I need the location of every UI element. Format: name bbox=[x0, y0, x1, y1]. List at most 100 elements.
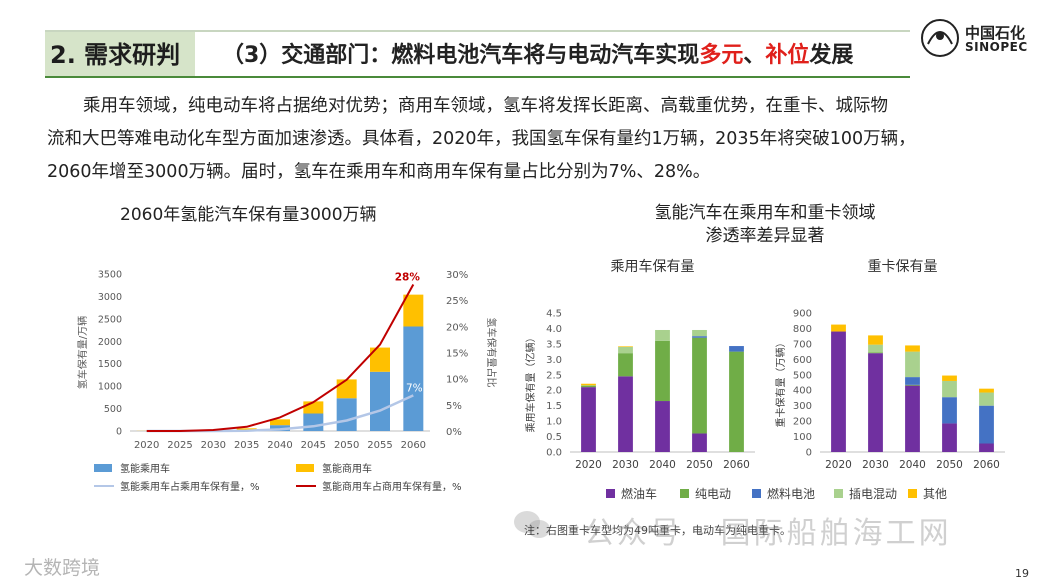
x-tick-label: 2020 bbox=[134, 440, 159, 451]
paragraph-line: 流和大巴等难电动化车型方面加速渗透。具体看，2020年，我国氢车保有量约1万辆，… bbox=[47, 129, 916, 149]
y-tick-label: 300 bbox=[793, 401, 812, 412]
legend-swatch bbox=[94, 464, 112, 472]
x-tick-label: 2040 bbox=[899, 459, 926, 471]
section-label-box bbox=[45, 32, 195, 76]
y-tick-label: 3.5 bbox=[546, 339, 562, 350]
title-part-3: 发展 bbox=[809, 43, 854, 68]
paragraph-line: 乘用车领域，纯电动车将占据绝对优势；商用车领域，氢车将发挥长距离、高载重优势，在… bbox=[83, 96, 888, 116]
x-tick-label: 2060 bbox=[401, 440, 426, 451]
annotation-label: 7% bbox=[406, 382, 423, 394]
bar-segment bbox=[618, 353, 633, 377]
y-tick-label: 3500 bbox=[98, 270, 122, 281]
bar-commercial bbox=[336, 379, 357, 399]
bar-segment bbox=[692, 329, 707, 337]
header-bottom-rule bbox=[45, 76, 910, 78]
x-tick-label: 2020 bbox=[825, 459, 852, 471]
y-tick-label: 800 bbox=[793, 324, 812, 335]
watermark-left-text: 大数跨境 bbox=[24, 557, 101, 579]
x-tick-label: 2060 bbox=[723, 459, 750, 471]
bar-segment bbox=[868, 352, 883, 354]
x-tick-label: 2020 bbox=[575, 459, 602, 471]
bar-segment bbox=[655, 340, 670, 402]
bar-segment bbox=[618, 376, 633, 452]
bar-segment bbox=[942, 375, 957, 381]
title-part-1: （3）交通部门：燃料电池汽车将与电动汽车实现 bbox=[222, 43, 700, 68]
x-tick-label: 2040 bbox=[649, 459, 676, 471]
title-highlight-2: 补位 bbox=[765, 43, 810, 68]
bar-commercial bbox=[270, 419, 290, 426]
legend-swatch bbox=[752, 489, 761, 498]
bar-segment bbox=[942, 397, 957, 424]
y2-tick-label: 5% bbox=[446, 401, 462, 412]
y-tick-label: 0.5 bbox=[546, 432, 562, 443]
bar-segment bbox=[905, 385, 920, 452]
bar-segment bbox=[618, 346, 633, 354]
legend-label: 氢能商用车 bbox=[322, 462, 372, 475]
panel-title: 乘用车保有量 bbox=[611, 258, 695, 275]
wechat-watermark-icon bbox=[514, 511, 550, 538]
legend-label: 纯电动 bbox=[695, 487, 731, 501]
y-tick-label: 400 bbox=[793, 386, 812, 397]
heavy-truck-stock-chart: 重卡保有量 0 100 200 300 400 500 600 700 800 900 重卡保有量（万… bbox=[774, 259, 1005, 471]
bar-segment bbox=[831, 324, 846, 332]
y2-axis-label: 氢车保有量占比 bbox=[485, 318, 498, 388]
annotation-label: 28% bbox=[395, 271, 421, 283]
legend-swatch bbox=[680, 489, 689, 498]
line-commercial-share bbox=[146, 284, 415, 432]
y-tick-label: 0 bbox=[116, 427, 122, 438]
y2-tick-label: 25% bbox=[446, 296, 468, 307]
legend-swatch bbox=[296, 464, 314, 472]
right-chart-title-line2: 渗透率差异显著 bbox=[705, 226, 825, 246]
y2-tick-label: 30% bbox=[446, 270, 468, 281]
bar-segment bbox=[618, 346, 633, 347]
slide-header: 2. 需求研判 （3）交通部门：燃料电池汽车将与电动汽车实现多元、补位发展 中国… bbox=[0, 0, 1040, 80]
y-tick-label: 700 bbox=[793, 339, 812, 350]
y-axis-label: 乘用车保有量（亿辆） bbox=[524, 333, 537, 433]
bar-segment bbox=[692, 336, 707, 338]
bar-commercial bbox=[403, 294, 424, 327]
bar-segment bbox=[979, 405, 994, 444]
legend-label: 插电混动 bbox=[849, 487, 897, 501]
y-tick-label: 3.0 bbox=[546, 355, 562, 366]
bar-segment bbox=[581, 385, 596, 388]
y2-tick-label: 15% bbox=[446, 349, 468, 360]
bar-segment bbox=[692, 433, 707, 452]
page-number: 19 bbox=[1015, 567, 1029, 580]
y-tick-label: 1.0 bbox=[546, 417, 562, 428]
bar-segment bbox=[942, 423, 957, 452]
title-highlight-1: 多元 bbox=[699, 43, 744, 68]
hydrogen-vehicle-stock-chart: 0 500 1000 1500 2000 2500 3000 3500 0% 5% 10% 15% 20… bbox=[76, 270, 498, 494]
legend-swatch bbox=[908, 489, 917, 498]
y-tick-label: 1500 bbox=[98, 359, 122, 370]
y2-tick-label: 10% bbox=[446, 375, 468, 386]
bar-segment bbox=[979, 392, 994, 406]
x-tick-label: 2025 bbox=[167, 440, 192, 451]
y-tick-label: 2.0 bbox=[546, 386, 562, 397]
summary-paragraph: 乘用车领域，纯电动车将占据绝对优势；商用车领域，氢车将发挥长距离、高载重优势，在… bbox=[47, 90, 1017, 189]
legend-label: 氢能乘用车 bbox=[120, 462, 170, 475]
section-label: 2. 需求研判 bbox=[50, 41, 181, 69]
bar-passenger bbox=[270, 425, 290, 431]
y-tick-label: 1000 bbox=[98, 382, 122, 393]
panel-title: 重卡保有量 bbox=[868, 259, 938, 275]
legend-label: 氢能乘用车占乘用车保有量，% bbox=[120, 480, 260, 493]
left-chart-title: 2060年氢能汽车保有量3000万辆 bbox=[120, 205, 377, 225]
x-tick-label: 2040 bbox=[267, 440, 292, 451]
bar-segment bbox=[905, 351, 920, 378]
logo-text-en: SINOPEC bbox=[965, 40, 1028, 54]
bar-passenger bbox=[403, 326, 424, 431]
bar-segment bbox=[905, 345, 920, 352]
bar-passenger bbox=[336, 398, 357, 431]
y-tick-label: 3000 bbox=[98, 292, 122, 303]
title-part-2: 、 bbox=[743, 43, 766, 68]
x-tick-label: 2030 bbox=[612, 459, 639, 471]
legend-label: 氢能商用车占商用车保有量，% bbox=[322, 480, 462, 493]
bar-segment bbox=[692, 337, 707, 434]
bar-segment bbox=[831, 331, 846, 452]
bar-segment bbox=[581, 383, 596, 386]
legend-label: 燃油车 bbox=[621, 486, 657, 501]
legend-swatch bbox=[834, 489, 843, 498]
right-chart-legend: 燃油车 纯电动 燃料电池 插电混动 其他 bbox=[606, 486, 947, 501]
y-tick-label: 4.0 bbox=[546, 324, 562, 335]
y-tick-label: 600 bbox=[793, 355, 812, 366]
